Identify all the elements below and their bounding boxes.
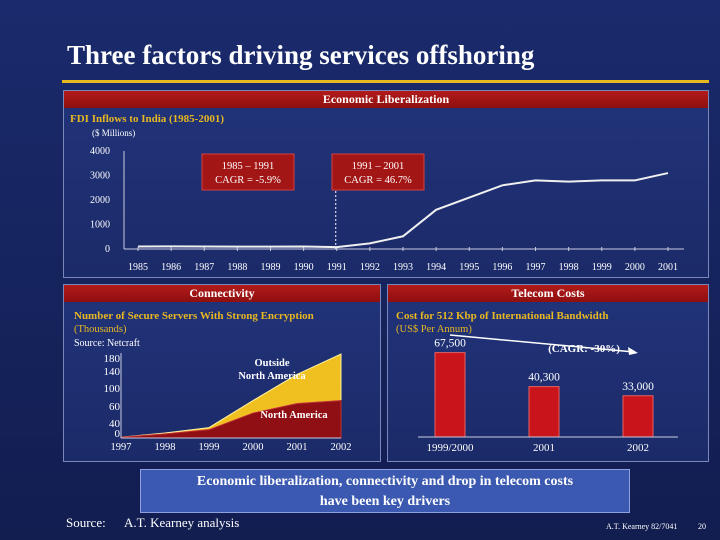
fdi-x-tick-label: 1998 [559, 262, 579, 273]
fdi-cagr-value: CAGR = -5.9% [215, 175, 281, 186]
servers-y-tick-label: 100 [104, 383, 121, 395]
bandwidth-category-label: 2002 [627, 442, 649, 454]
fdi-unit-label: ($ Millions) [92, 128, 136, 138]
fdi-x-tick-label: 1999 [592, 262, 612, 273]
liberalization-header: Economic Liberalization [64, 91, 708, 108]
slide-title: Three factors driving services offshorin… [67, 40, 535, 70]
cagr-label: (CAGR: -30%) [548, 343, 620, 355]
telecom-panel: Telecom Costs Cost for 512 Kbp of Intern… [387, 284, 709, 462]
fdi-x-tick-label: 1992 [360, 262, 380, 273]
fdi-cagr-value: CAGR = 46.7% [344, 175, 412, 186]
servers-unit-label: (Thousands) [74, 324, 127, 335]
fdi-x-tick-label: 1993 [393, 262, 413, 273]
fdi-x-tick-label: 1995 [459, 262, 479, 273]
servers-x-tick-label: 2002 [331, 442, 352, 453]
cagr-arrow-line [449, 334, 635, 353]
conclusion-box: Economic liberalization, connectivity an… [140, 469, 630, 513]
servers-x-tick-label: 1999 [199, 442, 220, 453]
source-label: Source: [66, 515, 106, 530]
bandwidth-category-label: 2001 [533, 442, 555, 454]
connectivity-panel: Connectivity Number of Secure Servers Wi… [63, 284, 381, 462]
fdi-x-tick-label: 1991 [327, 262, 347, 273]
fdi-x-tick-label: 1989 [261, 262, 281, 273]
bandwidth-subtitle: Cost for 512 Kbp of International Bandwi… [396, 310, 609, 322]
fdi-x-tick-label: 2000 [625, 262, 645, 273]
servers-y-tick-label: 40 [109, 418, 121, 430]
fdi-cagr-box [201, 153, 295, 191]
fdi-x-tick-label: 1997 [526, 262, 546, 273]
servers-x-tick-label: 1997 [111, 442, 132, 453]
fdi-x-tick-label: 1985 [128, 262, 148, 273]
fdi-x-tick-label: 1987 [194, 262, 214, 273]
servers-y-tick-label: 60 [109, 401, 121, 413]
bandwidth-bar [434, 352, 466, 438]
fdi-x-tick-label: 1988 [227, 262, 247, 273]
servers-x-tick-label: 1998 [155, 442, 176, 453]
fdi-x-tick-label: 1996 [492, 262, 512, 273]
cagr-arrow-head [628, 347, 638, 355]
conclusion-line-1: Economic liberalization, connectivity an… [196, 474, 574, 489]
fdi-x-tick-label: 1990 [294, 262, 314, 273]
servers-y-tick-label: 180 [104, 353, 121, 365]
servers-subtitle: Number of Secure Servers With Strong Enc… [74, 310, 314, 322]
fdi-cagr-period: 1991 – 2001 [352, 161, 405, 172]
servers-x-tick-label: 2000 [243, 442, 264, 453]
fdi-cagr-box [331, 153, 425, 191]
bandwidth-value-label: 40,300 [528, 372, 560, 384]
outside-north-america-label: Outside [254, 358, 289, 369]
fdi-cagr-period: 1985 – 1991 [222, 161, 275, 172]
servers-y-tick-label: 0 [115, 428, 121, 440]
fdi-y-tick-label: 0 [105, 244, 110, 255]
fdi-chart: 0 1000 2000 3000 4000 1985 1986 1987 1988 1989 199… [90, 146, 684, 273]
bandwidth-bar [528, 386, 560, 438]
fdi-y-tick-label: 4000 [90, 146, 110, 157]
fdi-x-tick-label: 2001 [658, 262, 678, 273]
bandwidth-bar [622, 395, 654, 438]
fdi-series-line [137, 172, 669, 249]
north-america-label: North America [260, 410, 328, 421]
bandwidth-value-label: 33,000 [622, 381, 654, 393]
fdi-y-tick-label: 3000 [90, 171, 110, 182]
fdi-x-tick-label: 1986 [161, 262, 181, 273]
telecom-header: Telecom Costs [388, 285, 708, 302]
outside-north-america-label-2: North America [238, 371, 306, 382]
page-number: 20 [698, 522, 706, 531]
fdi-subtitle: FDI Inflows to India (1985-2001) [70, 113, 225, 125]
liberalization-panel: Economic Liberalization FDI Inflows to I… [63, 90, 709, 278]
source-text: A.T. Kearney analysis [124, 515, 240, 530]
conclusion-line-2: have been key drivers [319, 494, 451, 509]
servers-y-tick-label: 140 [104, 366, 121, 378]
bandwidth-unit-label: (US$ Per Annum) [396, 324, 472, 335]
bandwidth-category-label: 1999/2000 [426, 442, 474, 454]
fdi-y-tick-label: 1000 [90, 220, 110, 231]
footer-reference: A.T. Kearney 82/7041 [606, 522, 678, 531]
fdi-x-tick-label: 1994 [426, 262, 446, 273]
bandwidth-value-label: 67,500 [434, 338, 466, 350]
servers-x-tick-label: 2001 [287, 442, 308, 453]
bandwidth-chart: (CAGR: -30%) 67,500 1999/2000 40,300 2001 33,… [418, 334, 678, 454]
title-underline [62, 80, 709, 83]
connectivity-header: Connectivity [64, 285, 380, 302]
servers-source-label: Source: Netcraft [74, 338, 140, 349]
fdi-y-tick-label: 2000 [90, 195, 110, 206]
